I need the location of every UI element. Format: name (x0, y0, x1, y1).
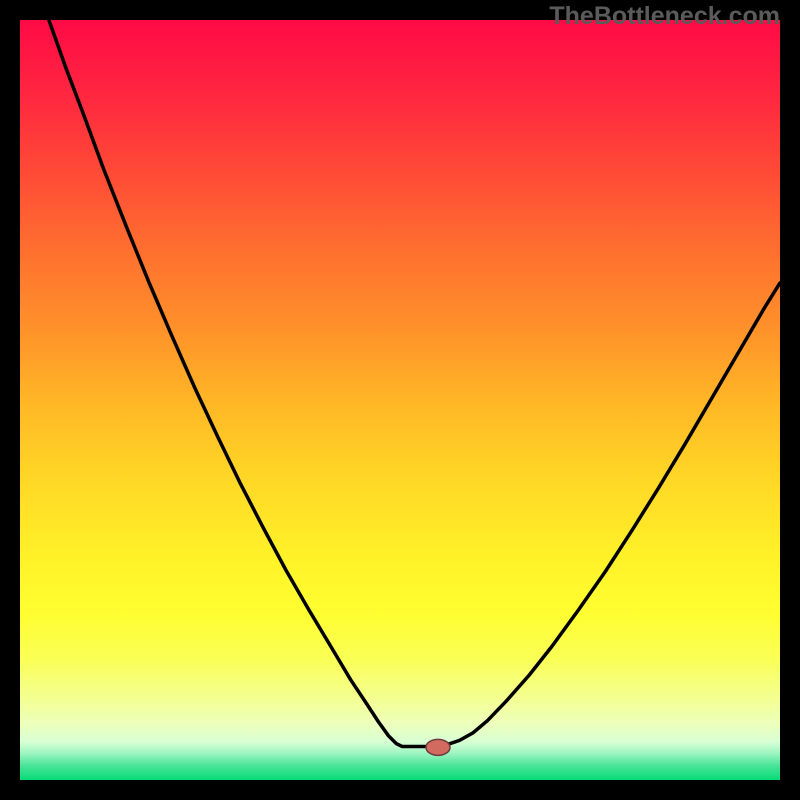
chart-svg (0, 0, 800, 800)
bottleneck-chart: TheBottleneck.com (0, 0, 800, 800)
plot-gradient-bg (20, 20, 780, 780)
optimal-marker (426, 739, 450, 755)
